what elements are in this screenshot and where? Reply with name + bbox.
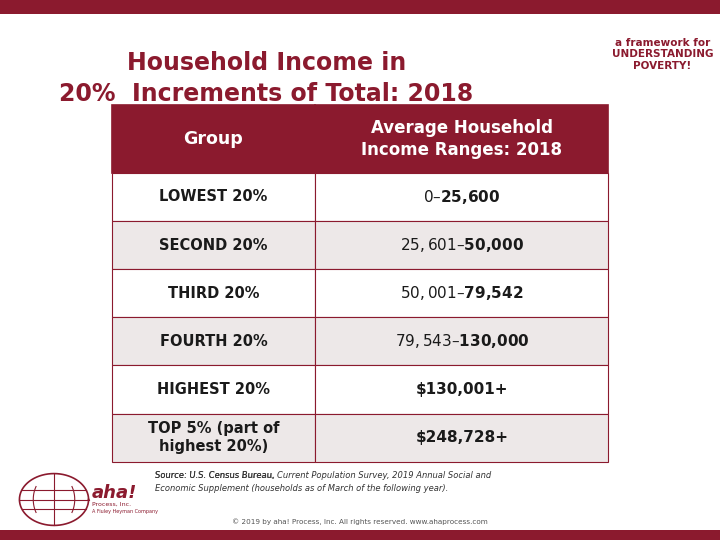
Text: A Fiuley Heyman Company: A Fiuley Heyman Company xyxy=(92,509,158,514)
Bar xyxy=(315,366,608,414)
Text: TOP 5% (part of
highest 20%): TOP 5% (part of highest 20%) xyxy=(148,421,279,455)
Bar xyxy=(315,269,608,317)
Text: Process, Inc.: Process, Inc. xyxy=(92,501,131,507)
Bar xyxy=(0,530,720,540)
Text: $130,001+: $130,001+ xyxy=(415,382,508,397)
Bar xyxy=(112,221,315,269)
Text: $25,601–$50,000: $25,601–$50,000 xyxy=(400,236,524,254)
Bar xyxy=(112,105,315,173)
Bar xyxy=(112,414,315,462)
Bar xyxy=(112,317,315,366)
Text: $79,543–$130,000: $79,543–$130,000 xyxy=(395,332,529,350)
Bar xyxy=(315,317,608,366)
Bar xyxy=(315,105,608,173)
Text: LOWEST 20%: LOWEST 20% xyxy=(159,190,268,204)
Text: SECOND 20%: SECOND 20% xyxy=(159,238,268,253)
Text: $0–$25,600: $0–$25,600 xyxy=(423,188,500,206)
Text: Average Household
Income Ranges: 2018: Average Household Income Ranges: 2018 xyxy=(361,119,562,159)
Text: $50,001–$79,542: $50,001–$79,542 xyxy=(400,284,523,302)
Text: a framework for
UNDERSTANDING
POVERTY!: a framework for UNDERSTANDING POVERTY! xyxy=(612,38,713,71)
Text: Household Income in
20%  Increments of Total: 2018: Household Income in 20% Increments of To… xyxy=(59,51,474,106)
Text: © 2019 by aha! Process, Inc. All rights reserved. www.ahaprocess.com: © 2019 by aha! Process, Inc. All rights … xyxy=(232,518,488,525)
Bar xyxy=(112,269,315,317)
Bar xyxy=(0,0,720,14)
Text: $248,728+: $248,728+ xyxy=(415,430,508,445)
Text: FOURTH 20%: FOURTH 20% xyxy=(160,334,267,349)
Text: Source: U.S. Census Bureau, Current Population Survey, 2019 Annual Social and
Ec: Source: U.S. Census Bureau, Current Popu… xyxy=(155,471,491,493)
Bar xyxy=(315,414,608,462)
Bar xyxy=(112,173,315,221)
Bar xyxy=(315,221,608,269)
Text: THIRD 20%: THIRD 20% xyxy=(168,286,259,301)
Bar xyxy=(315,173,608,221)
Text: aha!: aha! xyxy=(92,484,138,502)
Bar xyxy=(112,366,315,414)
Text: HIGHEST 20%: HIGHEST 20% xyxy=(157,382,270,397)
Text: Source: U.S. Census Bureau,: Source: U.S. Census Bureau, xyxy=(155,471,277,481)
Text: Group: Group xyxy=(184,130,243,148)
